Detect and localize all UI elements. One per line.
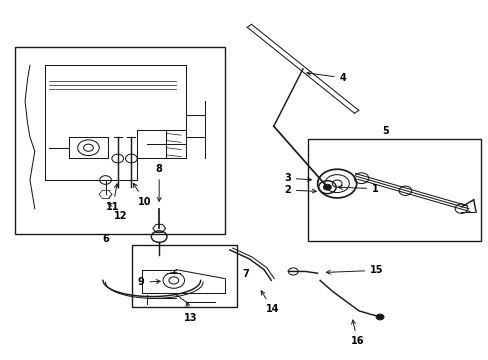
- Text: 1: 1: [338, 184, 378, 194]
- Text: 2: 2: [284, 185, 316, 195]
- Text: 7: 7: [242, 269, 248, 279]
- Bar: [132, 244, 237, 307]
- Bar: [15, 47, 224, 234]
- Text: 4: 4: [306, 72, 346, 83]
- Circle shape: [375, 314, 383, 320]
- Text: 5: 5: [382, 126, 388, 136]
- Text: 10: 10: [133, 183, 151, 207]
- Text: 11: 11: [106, 184, 120, 212]
- Bar: [307, 139, 480, 241]
- Text: 15: 15: [325, 265, 383, 275]
- Text: 13: 13: [184, 302, 197, 323]
- Text: 16: 16: [350, 320, 364, 346]
- Text: 9: 9: [138, 277, 160, 287]
- Text: 6: 6: [102, 234, 109, 244]
- Text: 12: 12: [108, 203, 128, 221]
- Text: 14: 14: [261, 291, 279, 314]
- Text: 3: 3: [284, 173, 311, 183]
- Circle shape: [323, 184, 330, 190]
- Text: 8: 8: [155, 164, 163, 201]
